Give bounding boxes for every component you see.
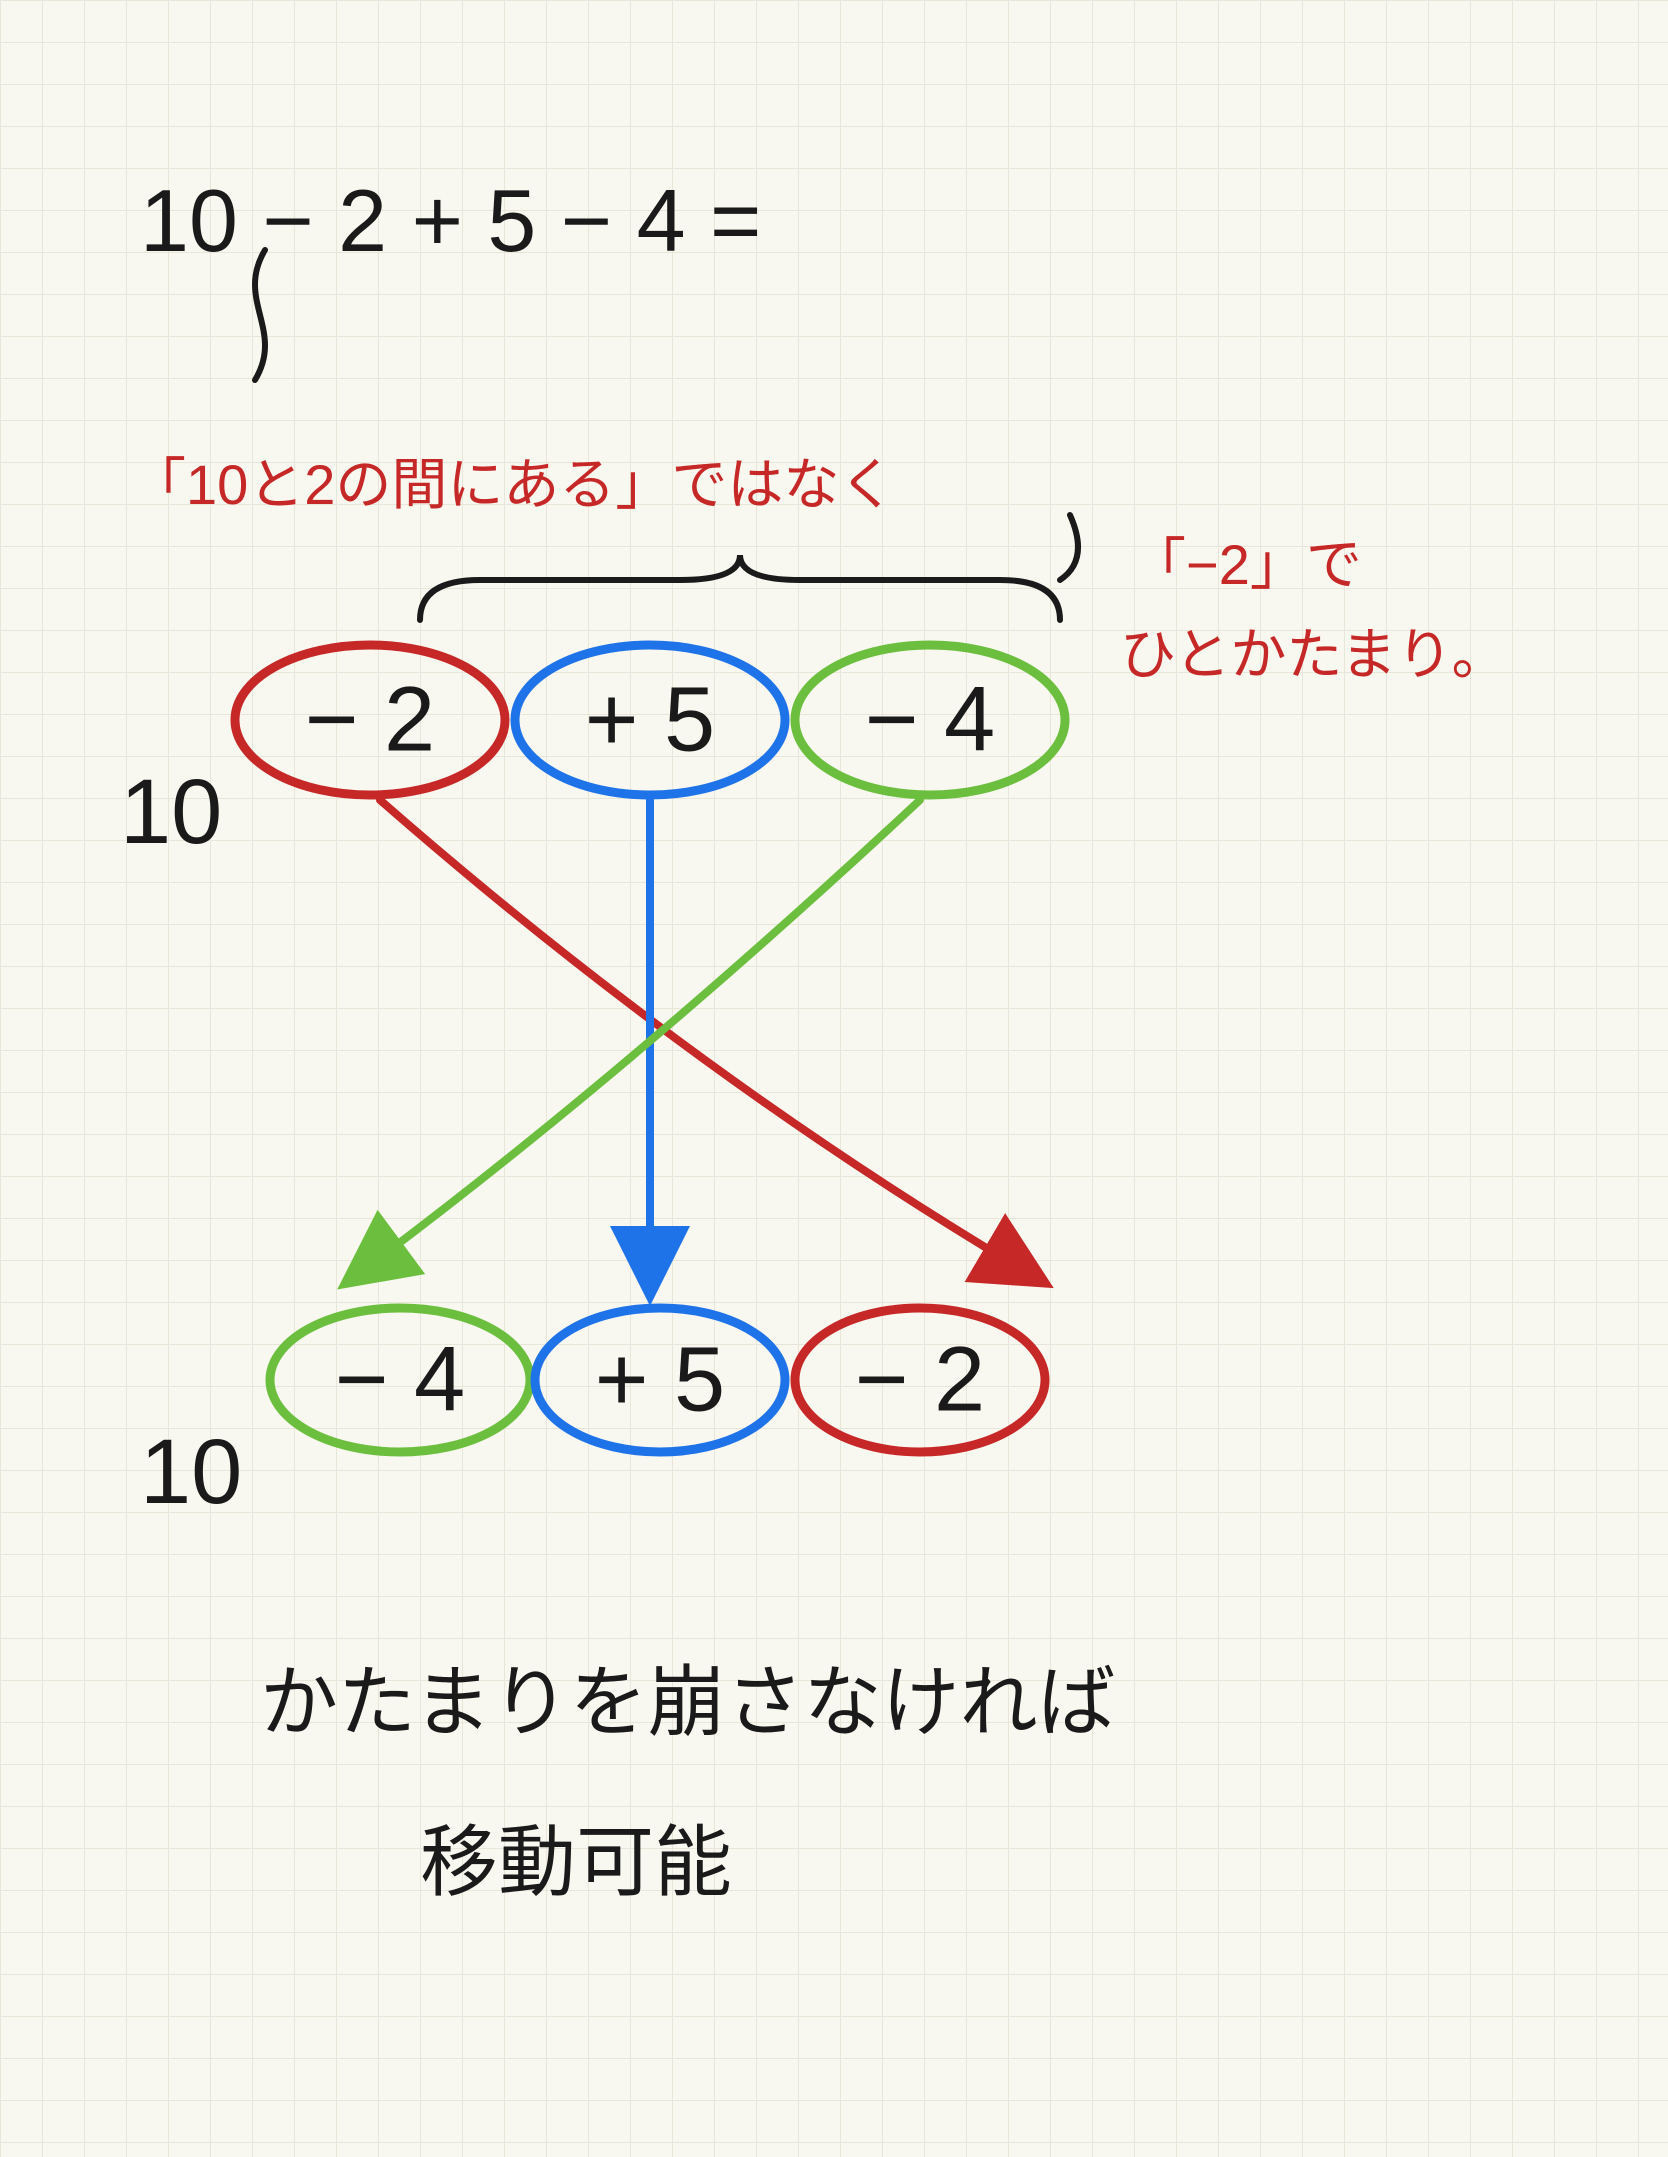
note-chunk-line2: ひとかたまり。 [1120,610,1508,691]
conclusion-line2: 移動可能 [420,1800,732,1912]
arrow-red [380,800,1040,1280]
row1-leading: 10 [120,760,222,865]
equation-text: 10 − 2 + 5 − 4 = [140,170,761,272]
stroke-overlay [0,0,1668,2157]
note-not-between: 「10と2の間にある」ではなく [130,440,895,521]
diagram-canvas: 10 − 2 + 5 − 4 = 「10と2の間にある」ではなく 「−2」で ひ… [0,0,1668,2157]
row1-term-1: − 2 [305,668,435,773]
row2-leading: 10 [140,1420,242,1525]
arrow-green [350,800,920,1280]
conclusion-line1: かたまりを崩さなければ [260,1640,1116,1752]
row2-term-2: + 5 [595,1328,725,1433]
row1-term-3: − 4 [865,668,995,773]
row1-term-2: + 5 [585,668,715,773]
note-chunk-line1: 「−2」で [1130,520,1362,601]
brace-over-terms [420,515,1078,620]
row2-term-3: − 2 [855,1328,985,1433]
row2-term-1: − 4 [335,1328,465,1433]
